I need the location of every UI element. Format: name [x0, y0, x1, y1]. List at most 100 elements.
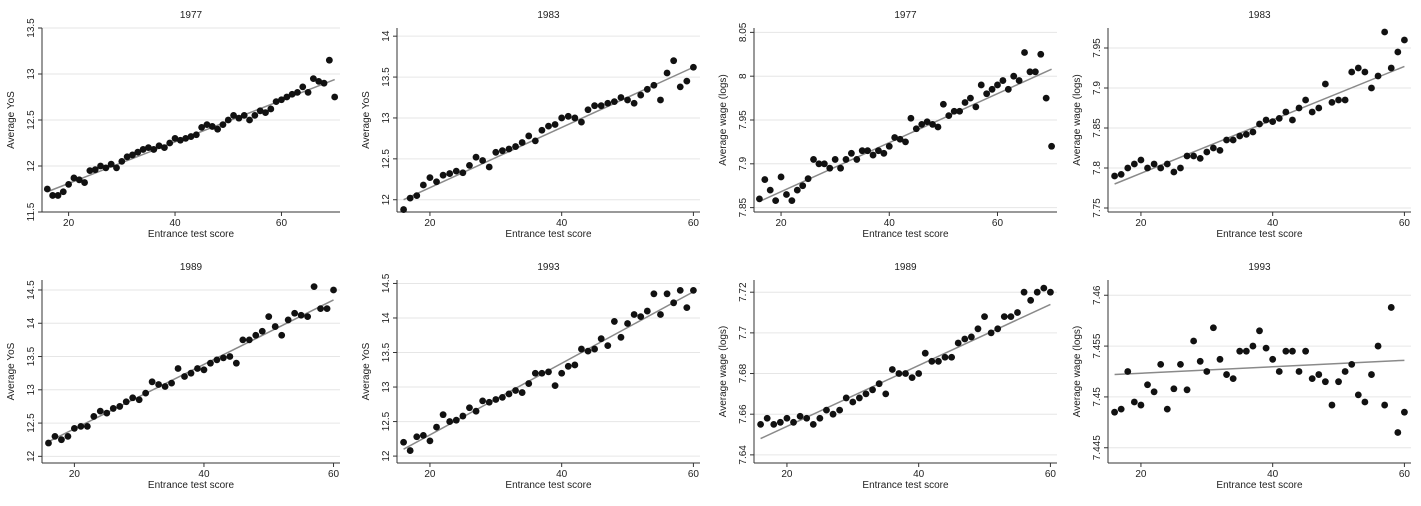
data-point	[610, 318, 618, 325]
y-tick-label: 7.64	[738, 445, 749, 465]
data-point	[49, 192, 57, 199]
data-point	[756, 195, 763, 203]
x-tick-label: 20	[775, 218, 787, 229]
data-point	[1223, 371, 1230, 378]
data-point	[213, 356, 221, 364]
data-point	[842, 156, 850, 163]
data-point	[564, 112, 572, 120]
y-tick-label: 14.5	[381, 273, 392, 293]
data-point	[1236, 132, 1244, 140]
data-point	[77, 423, 85, 430]
data-point	[139, 146, 147, 153]
data-point	[531, 137, 539, 145]
data-point	[187, 133, 195, 140]
data-point	[837, 164, 844, 172]
data-point	[485, 163, 493, 171]
data-point	[297, 311, 305, 319]
x-tick-label: 40	[169, 218, 181, 229]
data-point	[915, 370, 923, 377]
data-point	[1394, 48, 1402, 56]
data-point	[972, 103, 980, 111]
data-point	[1387, 64, 1395, 72]
data-point	[956, 107, 964, 115]
data-point	[452, 416, 460, 424]
data-point	[1256, 120, 1263, 128]
data-point	[1368, 371, 1375, 378]
data-point	[853, 156, 861, 163]
data-point	[918, 120, 926, 128]
data-point	[770, 420, 778, 428]
data-point	[804, 175, 812, 183]
y-tick-label: 7.9	[1092, 81, 1103, 95]
data-point	[203, 121, 211, 128]
chart-title: 1983	[1248, 10, 1271, 21]
x-tick-label: 20	[424, 469, 436, 480]
data-point	[182, 135, 190, 142]
data-point	[1157, 360, 1165, 368]
data-point	[134, 148, 142, 156]
data-point	[54, 192, 62, 199]
chart-panel: 12 12.5 13 13.5 14 14.5 20 40 60 1993 Entrance tes…	[355, 252, 710, 501]
data-point	[815, 160, 823, 168]
scatter-plot: 7.445 7.45 7.455 7.46 20 40 60 1993 Entrance tes…	[1072, 262, 1411, 491]
chart-panel: 12 12.5 13 13.5 14 14.5 20 40 60 1989 Entrance tes…	[0, 252, 350, 501]
data-point	[103, 409, 111, 417]
data-point	[252, 331, 260, 339]
data-point	[433, 178, 440, 186]
data-point	[439, 171, 447, 179]
data-point	[676, 83, 684, 91]
data-point	[1335, 378, 1342, 386]
chart-title: 1993	[1248, 262, 1271, 273]
y-tick-label: 12.5	[381, 411, 392, 431]
data-point	[1111, 408, 1118, 416]
data-point	[192, 131, 200, 139]
data-point	[116, 403, 124, 410]
data-point	[803, 414, 811, 422]
y-tick-label: 7.68	[738, 363, 749, 383]
data-point	[1021, 49, 1028, 56]
data-point	[419, 181, 427, 189]
x-tick-label: 20	[424, 218, 436, 229]
y-tick-label: 13.5	[26, 18, 37, 38]
data-point	[1130, 398, 1138, 406]
scatter-plot: 12 12.5 13 13.5 14 20 40 60 1983 Entrance test sc…	[361, 10, 700, 240]
chart-title: 1989	[894, 262, 917, 273]
data-point	[558, 114, 566, 122]
data-point	[643, 85, 651, 93]
data-point	[219, 354, 227, 362]
data-point	[97, 162, 104, 170]
data-point	[176, 136, 184, 144]
data-point	[929, 120, 936, 128]
data-point	[538, 126, 546, 134]
data-point	[1031, 68, 1039, 76]
data-point	[1130, 160, 1138, 168]
data-point	[155, 381, 163, 388]
scatter-plot: 7.75 7.8 7.85 7.9 7.95 20 40 60 1983 Entrance tes…	[1072, 10, 1411, 240]
data-point	[983, 90, 991, 98]
data-point	[1137, 156, 1145, 164]
y-tick-label: 8.05	[738, 22, 749, 42]
data-point	[1315, 104, 1323, 112]
data-point	[663, 69, 671, 77]
data-point	[70, 174, 78, 182]
data-point	[1124, 368, 1132, 375]
data-point	[181, 373, 188, 380]
data-point	[129, 394, 137, 402]
data-point	[323, 305, 331, 313]
data-point	[847, 149, 855, 157]
data-point	[763, 414, 771, 422]
data-point	[1203, 148, 1211, 156]
data-point	[1308, 108, 1316, 116]
data-point	[974, 325, 982, 333]
data-point	[129, 151, 136, 159]
data-point	[452, 167, 460, 175]
y-tick-label: 12.5	[26, 413, 37, 433]
data-point	[1302, 96, 1310, 104]
data-point	[1348, 360, 1356, 368]
x-axis-label: Entrance test score	[1216, 480, 1303, 491]
data-point	[650, 290, 658, 298]
x-axis-label: Entrance test score	[148, 229, 235, 240]
data-point	[1216, 355, 1224, 363]
data-point	[246, 116, 253, 124]
data-point	[1361, 398, 1369, 406]
